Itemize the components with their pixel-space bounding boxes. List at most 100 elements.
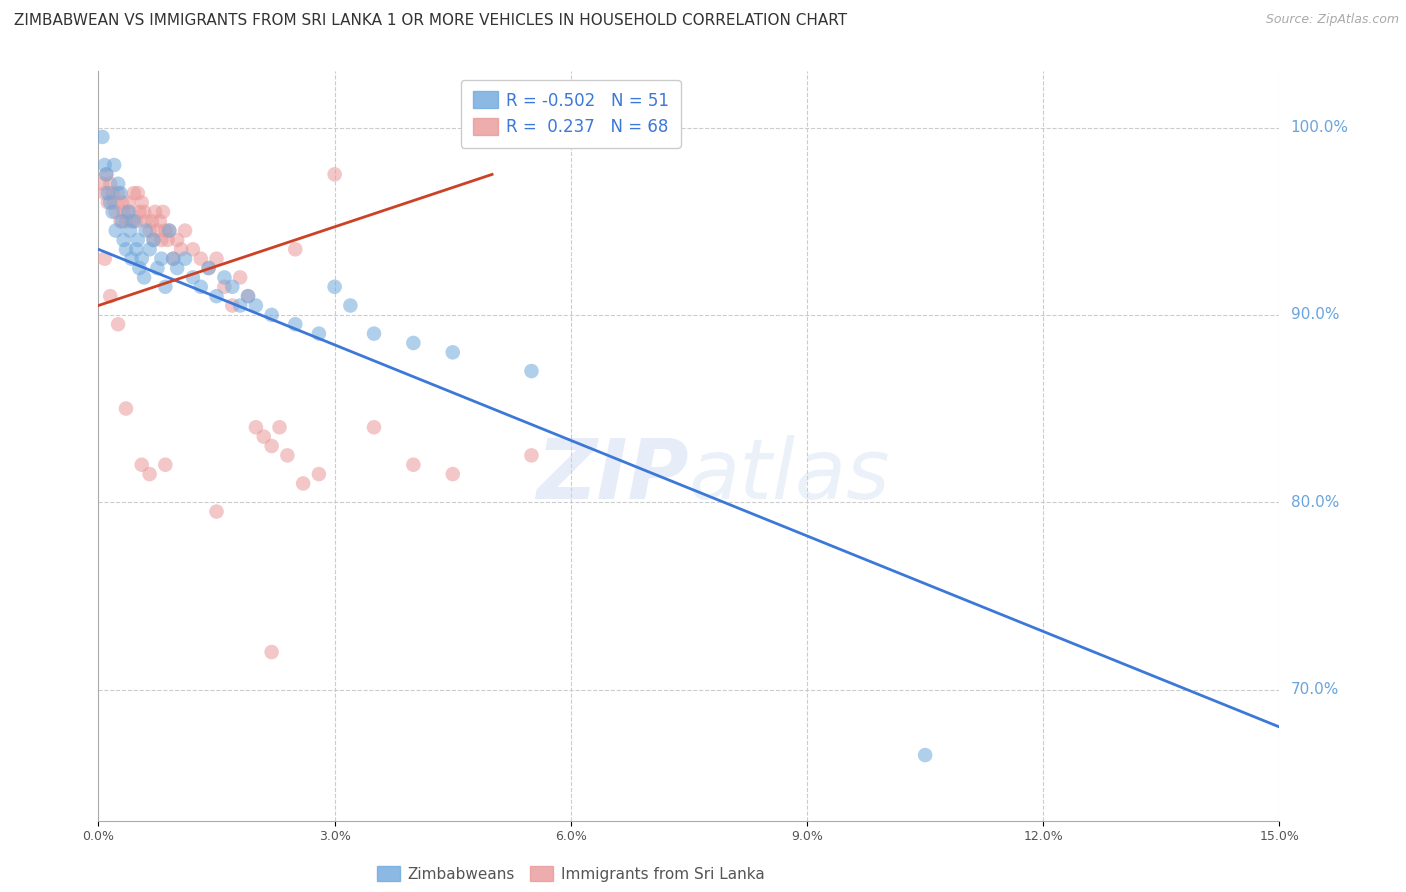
- Point: [127, 186, 149, 201]
- Point: [132, 270, 155, 285]
- Point: [97, 195, 120, 210]
- Point: [135, 214, 157, 228]
- Point: [103, 158, 125, 172]
- Point: [91, 130, 114, 145]
- Point: [98, 289, 121, 303]
- Text: ZIP: ZIP: [536, 435, 689, 516]
- Point: [292, 476, 315, 491]
- Text: 90.0%: 90.0%: [1291, 308, 1339, 322]
- Point: [122, 186, 145, 201]
- Point: [308, 467, 330, 482]
- Point: [174, 252, 197, 266]
- Point: [111, 195, 134, 210]
- Point: [276, 449, 298, 463]
- Text: atlas: atlas: [689, 435, 890, 516]
- Point: [245, 299, 267, 313]
- Point: [245, 420, 267, 434]
- Point: [128, 205, 150, 219]
- Point: [205, 289, 228, 303]
- Point: [197, 261, 219, 276]
- Point: [115, 401, 138, 416]
- Point: [142, 233, 165, 247]
- Point: [115, 214, 138, 228]
- Point: [96, 168, 118, 182]
- Point: [122, 214, 145, 228]
- Point: [103, 195, 125, 210]
- Point: [127, 233, 149, 247]
- Point: [111, 214, 134, 228]
- Point: [121, 214, 143, 228]
- Point: [118, 224, 141, 238]
- Text: Source: ZipAtlas.com: Source: ZipAtlas.com: [1265, 13, 1399, 27]
- Point: [143, 205, 166, 219]
- Point: [101, 205, 124, 219]
- Point: [149, 214, 172, 228]
- Point: [131, 195, 153, 210]
- Legend: Zimbabweans, Immigrants from Sri Lanka: Zimbabweans, Immigrants from Sri Lanka: [371, 860, 770, 888]
- Point: [135, 224, 157, 238]
- Point: [221, 299, 243, 313]
- Point: [115, 243, 138, 257]
- Point: [260, 308, 283, 322]
- Point: [104, 205, 127, 219]
- Point: [128, 261, 150, 276]
- Point: [229, 270, 252, 285]
- Point: [162, 252, 184, 266]
- Point: [121, 252, 143, 266]
- Point: [155, 280, 177, 294]
- Text: 100.0%: 100.0%: [1291, 120, 1348, 135]
- Point: [155, 224, 177, 238]
- Point: [131, 252, 153, 266]
- Point: [101, 186, 124, 201]
- Point: [229, 299, 252, 313]
- Point: [146, 224, 169, 238]
- Point: [190, 280, 212, 294]
- Point: [110, 214, 132, 228]
- Point: [138, 224, 160, 238]
- Point: [260, 645, 283, 659]
- Point: [166, 233, 188, 247]
- Point: [118, 205, 141, 219]
- Point: [174, 224, 197, 238]
- Point: [117, 205, 139, 219]
- Point: [107, 318, 129, 332]
- Point: [155, 458, 177, 472]
- Point: [166, 261, 188, 276]
- Point: [236, 289, 259, 303]
- Text: 70.0%: 70.0%: [1291, 682, 1339, 697]
- Point: [156, 233, 179, 247]
- Point: [170, 243, 193, 257]
- Point: [214, 280, 236, 294]
- Point: [162, 252, 184, 266]
- Point: [214, 270, 236, 285]
- Point: [138, 467, 160, 482]
- Point: [112, 205, 135, 219]
- Point: [181, 270, 204, 285]
- Point: [221, 280, 243, 294]
- Point: [323, 280, 346, 294]
- Point: [107, 186, 129, 201]
- Point: [197, 261, 219, 276]
- Point: [96, 168, 118, 182]
- Point: [157, 224, 180, 238]
- Point: [150, 252, 173, 266]
- Point: [363, 420, 385, 434]
- Point: [132, 205, 155, 219]
- Point: [141, 214, 163, 228]
- Point: [104, 224, 127, 238]
- Point: [93, 186, 115, 201]
- Point: [152, 205, 174, 219]
- Point: [107, 177, 129, 191]
- Point: [97, 186, 120, 201]
- Point: [284, 318, 307, 332]
- Point: [146, 261, 169, 276]
- Text: ZIMBABWEAN VS IMMIGRANTS FROM SRI LANKA 1 OR MORE VEHICLES IN HOUSEHOLD CORRELAT: ZIMBABWEAN VS IMMIGRANTS FROM SRI LANKA …: [14, 13, 848, 29]
- Point: [205, 505, 228, 519]
- Point: [125, 214, 148, 228]
- Point: [269, 420, 291, 434]
- Point: [441, 467, 464, 482]
- Point: [142, 233, 165, 247]
- Point: [125, 243, 148, 257]
- Point: [205, 252, 228, 266]
- Point: [520, 364, 543, 378]
